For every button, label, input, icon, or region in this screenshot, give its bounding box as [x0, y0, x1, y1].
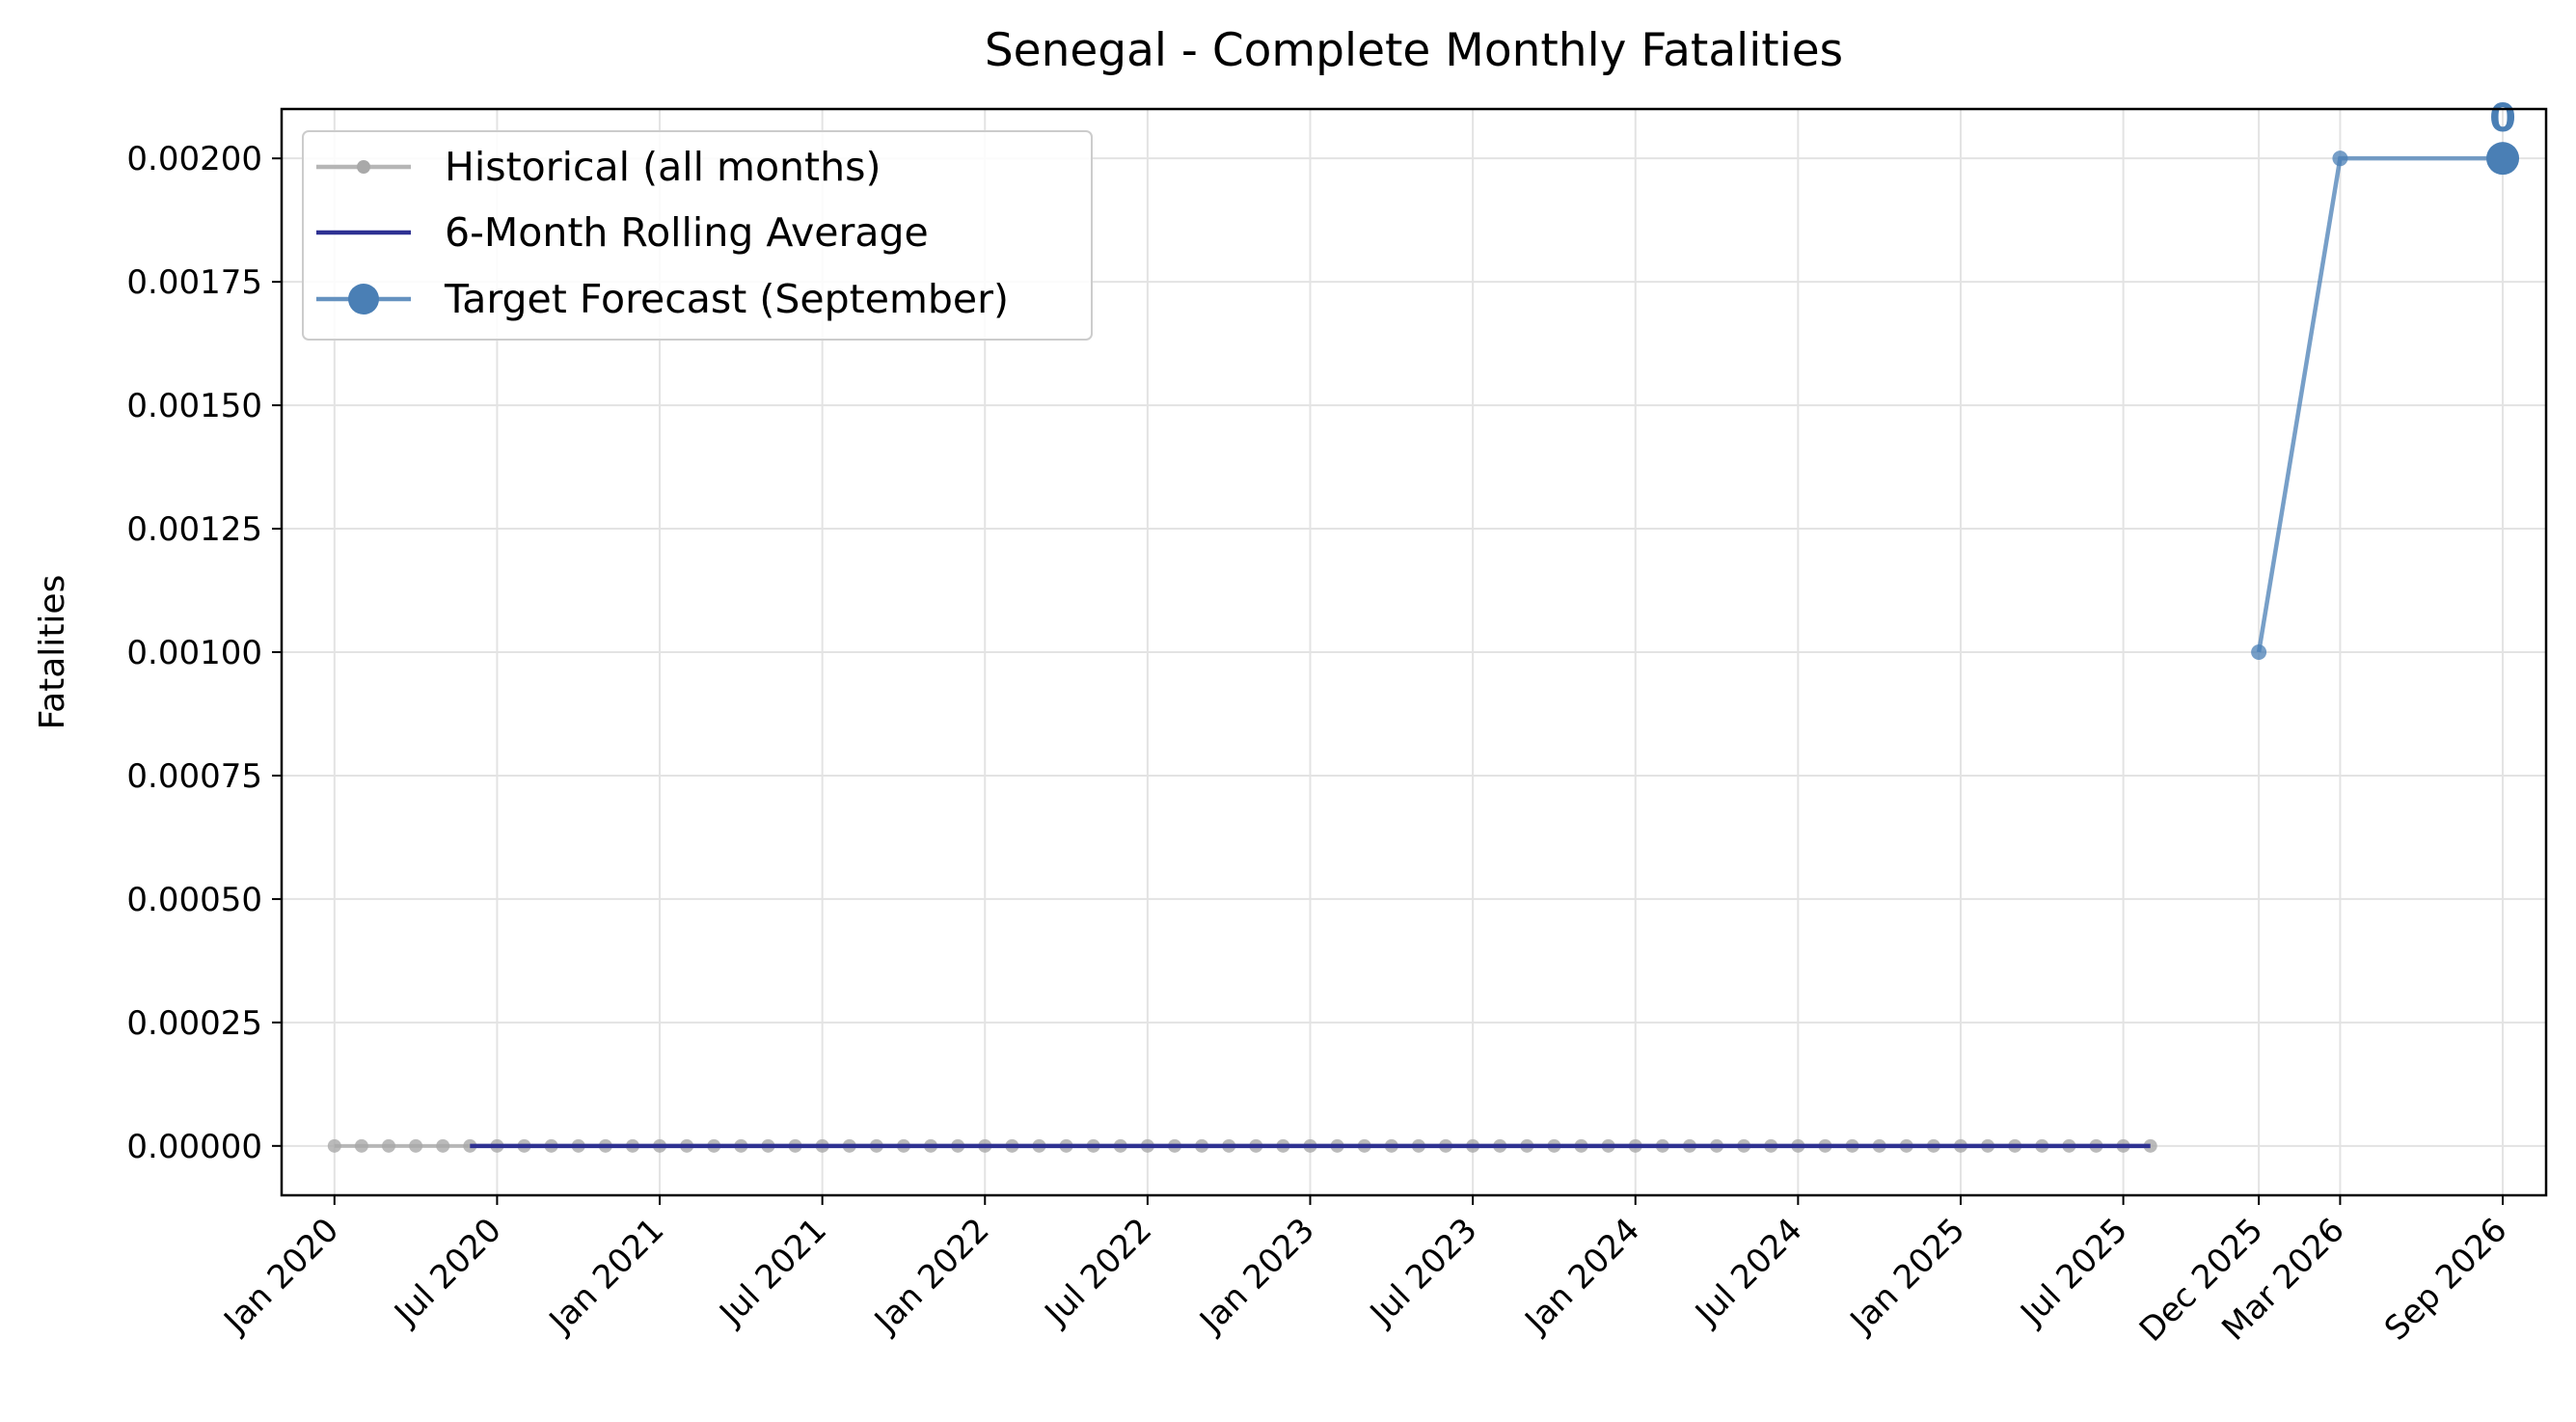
y-tick-label: 0.00200	[126, 140, 262, 178]
y-tick-label: 0.00000	[126, 1128, 262, 1166]
y-tick-label: 0.00050	[126, 881, 262, 919]
y-tick-label: 0.00125	[126, 510, 262, 549]
y-tick-label: 0.00025	[126, 1004, 262, 1043]
historical-point	[409, 1138, 423, 1153]
legend-swatch-marker	[357, 160, 370, 174]
legend-box	[302, 130, 1093, 341]
y-tick-label: 0.00150	[126, 387, 262, 425]
legend-label: Target Forecast (September)	[444, 276, 1009, 322]
historical-point	[354, 1138, 368, 1153]
historical-point	[436, 1138, 450, 1153]
legend: Historical (all months) 6-Month Rolling A…	[302, 130, 1093, 341]
forecast-point	[2251, 644, 2267, 660]
y-axis-label: Fatalities	[33, 575, 72, 730]
historical-point	[382, 1138, 396, 1153]
legend-label: Historical (all months)	[445, 144, 881, 190]
forecast-point	[2332, 150, 2348, 167]
series-layer: 0	[327, 96, 2520, 1153]
forecast-target-point	[2486, 142, 2520, 176]
chart-title: Senegal - Complete Monthly Fatalities	[985, 24, 1843, 77]
y-tick-label: 0.00100	[126, 634, 262, 672]
historical-point	[327, 1138, 341, 1153]
y-tick-label: 0.00075	[126, 757, 262, 796]
legend-swatch-marker	[348, 284, 379, 314]
forecast-annotation: 0	[2489, 96, 2516, 141]
y-tick-label: 0.00175	[126, 263, 262, 302]
legend-label: 6-Month Rolling Average	[445, 209, 929, 256]
